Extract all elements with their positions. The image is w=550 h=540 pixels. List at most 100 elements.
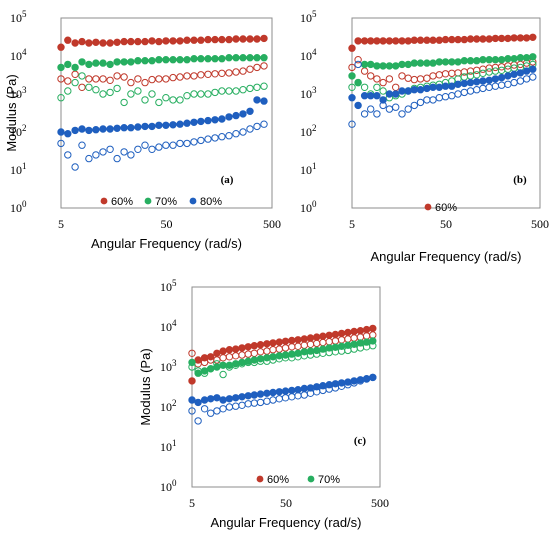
data-point xyxy=(281,337,290,345)
data-point xyxy=(497,56,506,64)
data-point xyxy=(120,124,128,132)
data-point xyxy=(373,110,381,118)
chart-panel-2: 100 101 102 103 104 105 5 50 500 Angular Frequenc… xyxy=(138,278,389,530)
data-point xyxy=(232,35,240,43)
data-point xyxy=(148,122,156,131)
data-point xyxy=(263,389,271,397)
data-point xyxy=(197,90,205,98)
data-series xyxy=(348,56,537,92)
data-point xyxy=(127,151,135,159)
data-point xyxy=(294,386,302,394)
y-tick-label: 102 xyxy=(160,398,177,414)
data-point xyxy=(113,38,121,46)
data-point xyxy=(281,387,290,395)
data-point xyxy=(204,55,212,63)
data-point xyxy=(275,338,283,346)
data-point xyxy=(200,396,209,404)
data-point xyxy=(385,37,394,45)
data-point xyxy=(398,110,406,118)
data-point xyxy=(207,409,215,417)
data-point xyxy=(441,82,450,90)
data-point xyxy=(120,73,128,81)
data-point xyxy=(183,56,191,64)
data-point xyxy=(64,87,72,95)
data-point xyxy=(348,44,356,52)
data-point xyxy=(204,116,212,125)
data-point xyxy=(306,334,315,342)
data-point xyxy=(120,98,128,107)
data-point xyxy=(294,336,302,344)
data-series xyxy=(188,342,377,379)
data-point xyxy=(134,145,142,154)
data-point xyxy=(57,139,65,148)
data-point xyxy=(313,333,321,341)
y-tick-label: 101 xyxy=(10,161,27,177)
data-point xyxy=(288,386,296,395)
data-point xyxy=(211,134,219,142)
data-point xyxy=(219,370,227,379)
data-point xyxy=(134,75,142,83)
data-point xyxy=(398,87,406,95)
data-point xyxy=(348,83,356,92)
data-point xyxy=(385,90,394,98)
data-point xyxy=(232,111,240,120)
data-point xyxy=(373,62,381,70)
data-point xyxy=(260,120,268,128)
data-point xyxy=(369,342,377,350)
data-point xyxy=(113,154,121,163)
legend-label: 70% xyxy=(318,474,340,486)
data-point xyxy=(232,360,240,368)
data-point xyxy=(398,72,406,80)
data-point xyxy=(253,35,261,43)
data-point xyxy=(354,37,362,45)
data-point xyxy=(218,55,226,63)
data-point xyxy=(99,75,107,83)
data-point xyxy=(169,121,177,129)
data-point xyxy=(232,130,240,138)
y-tick-label: 103 xyxy=(10,85,27,101)
data-point xyxy=(239,35,247,43)
data-point xyxy=(188,363,196,371)
data-point xyxy=(225,132,233,140)
y-tick-label: 105 xyxy=(160,278,177,294)
data-point xyxy=(127,124,135,132)
data-point xyxy=(454,35,462,44)
data-point xyxy=(313,346,321,355)
data-point xyxy=(127,90,135,98)
data-point xyxy=(194,367,202,375)
data-point xyxy=(204,35,212,44)
data-point xyxy=(410,86,418,94)
data-point xyxy=(99,39,107,47)
data-point xyxy=(385,62,394,70)
data-point xyxy=(491,75,500,83)
data-point xyxy=(176,37,184,45)
data-point xyxy=(92,126,100,134)
data-point xyxy=(319,332,327,340)
data-point xyxy=(99,59,107,67)
data-point xyxy=(260,54,268,62)
plot-area-frame xyxy=(351,17,541,209)
data-point xyxy=(379,96,387,104)
data-point xyxy=(113,124,121,133)
data-point xyxy=(204,90,212,98)
data-point xyxy=(71,126,79,135)
data-point xyxy=(197,117,205,126)
data-point xyxy=(225,54,233,62)
data-point xyxy=(239,86,247,94)
data-point xyxy=(176,73,184,81)
data-point xyxy=(134,123,142,131)
data-point xyxy=(392,37,400,45)
y-tick-label: 104 xyxy=(300,47,317,63)
data-point xyxy=(416,98,425,107)
data-point xyxy=(473,57,481,65)
data-point xyxy=(219,361,227,369)
data-point xyxy=(99,125,107,133)
data-point xyxy=(183,36,191,44)
data-point xyxy=(239,110,247,118)
data-point xyxy=(200,358,209,367)
data-point xyxy=(106,145,114,154)
legend-marker xyxy=(256,475,264,483)
data-point xyxy=(250,391,259,399)
data-point xyxy=(71,70,79,79)
y-tick-label: 100 xyxy=(160,478,177,494)
